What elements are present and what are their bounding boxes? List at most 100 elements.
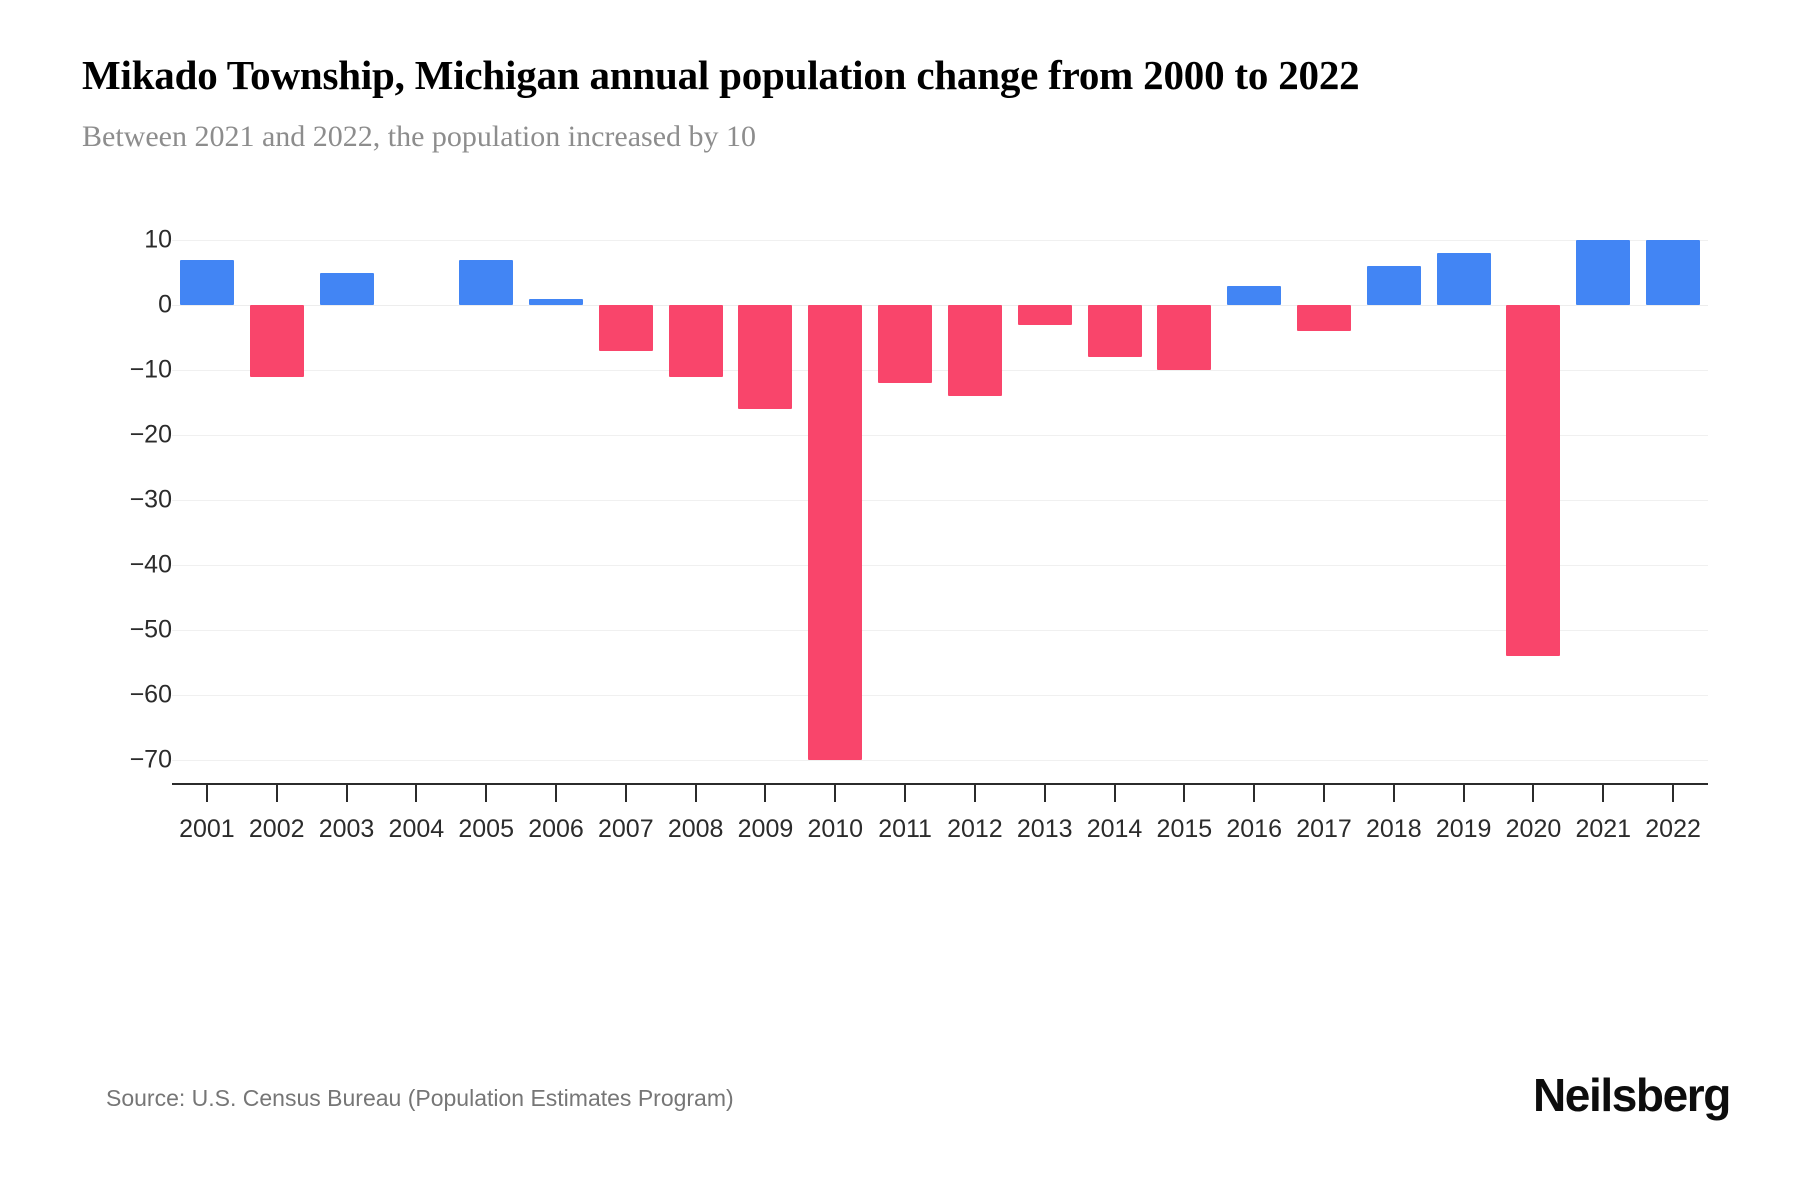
source-note: Source: U.S. Census Bureau (Population E…	[106, 1085, 734, 1111]
x-tick-mark	[555, 785, 557, 802]
x-tick-label: 2012	[947, 815, 1003, 843]
bar-slot[interactable]	[1219, 240, 1289, 760]
x-tick-mark	[973, 785, 976, 802]
x-tick-mark	[624, 785, 627, 802]
bar[interactable]	[598, 305, 653, 351]
bar-slot[interactable]	[800, 240, 870, 760]
gridline	[172, 695, 1708, 696]
bar[interactable]	[738, 305, 793, 409]
x-tick-mark	[834, 785, 837, 802]
bar-slot[interactable]	[1080, 240, 1150, 760]
x-tick-mark	[1183, 785, 1186, 802]
x-tick-label: 2020	[1505, 815, 1562, 843]
bar-slot[interactable]	[1499, 240, 1569, 760]
bar[interactable]	[947, 305, 1002, 396]
bar-slot[interactable]	[172, 240, 242, 760]
bar[interactable]	[1646, 240, 1701, 305]
bar[interactable]	[1227, 285, 1282, 305]
bar[interactable]	[179, 259, 234, 305]
x-tick-label: 2002	[248, 815, 305, 843]
gridline	[172, 500, 1708, 501]
chart-header: Mikado Township, Michigan annual populat…	[82, 52, 1762, 155]
x-tick-label: 2009	[737, 815, 794, 843]
bar-slot[interactable]	[1359, 240, 1429, 760]
bar-slot[interactable]	[1289, 240, 1359, 760]
x-tick-label: 2001	[179, 815, 235, 843]
y-tick-label: −40	[129, 550, 172, 579]
bar-slot[interactable]	[381, 240, 451, 760]
gridline	[172, 435, 1708, 436]
y-tick-label: −20	[129, 420, 172, 449]
y-tick-label: 10	[144, 225, 172, 254]
x-tick-mark	[694, 785, 697, 802]
bar-slot[interactable]	[451, 240, 521, 760]
x-tick-label: 2021	[1575, 815, 1632, 843]
x-tick-mark	[1462, 785, 1465, 802]
bar-slot[interactable]	[870, 240, 940, 760]
bar-slot[interactable]	[521, 240, 591, 760]
bar-slot[interactable]	[242, 240, 312, 760]
bar[interactable]	[878, 305, 933, 383]
y-tick-label: −30	[129, 485, 172, 514]
bar-series	[172, 240, 1708, 760]
gridline	[172, 630, 1708, 631]
bar[interactable]	[808, 305, 863, 760]
gridline	[172, 305, 1708, 306]
x-tick-label: 2014	[1086, 815, 1143, 843]
bar[interactable]	[319, 272, 374, 305]
x-axis-ticks	[172, 785, 1708, 805]
bar-slot[interactable]	[1149, 240, 1219, 760]
x-tick-label: 2003	[318, 815, 375, 843]
y-axis: 10 0 −10 −20 −30 −40 −50 −60 −70	[0, 226, 172, 774]
gridline	[172, 760, 1708, 761]
bar-slot[interactable]	[731, 240, 801, 760]
x-tick-mark	[1532, 785, 1535, 802]
bar-slot[interactable]	[1010, 240, 1080, 760]
bar-slot[interactable]	[1638, 240, 1708, 760]
bar[interactable]	[249, 305, 304, 377]
x-tick-mark	[205, 785, 208, 802]
bar[interactable]	[1366, 266, 1421, 305]
bar[interactable]	[1087, 305, 1142, 357]
bar[interactable]	[668, 305, 723, 377]
bar-slot[interactable]	[1429, 240, 1499, 760]
x-tick-label: 2018	[1366, 815, 1422, 843]
bar-slot[interactable]	[661, 240, 731, 760]
bar-slot[interactable]	[591, 240, 661, 760]
gridline	[172, 565, 1708, 566]
bar-slot[interactable]	[940, 240, 1010, 760]
x-tick-label: 2004	[388, 815, 445, 843]
page-title: Mikado Township, Michigan annual populat…	[82, 52, 1360, 98]
x-axis-line	[172, 783, 1708, 785]
x-tick-label: 2007	[598, 815, 654, 843]
gridline	[172, 370, 1708, 371]
x-tick-label: 2011	[878, 815, 932, 843]
plot-area: 10 0 −10 −20 −30 −40 −50 −60 −70 2001 2002 2003 200…	[0, 226, 1800, 980]
x-tick-label: 2017	[1296, 815, 1352, 843]
x-tick-mark	[415, 785, 418, 802]
x-tick-label: 2006	[528, 815, 584, 843]
bar[interactable]	[1436, 253, 1491, 305]
x-tick-mark	[904, 785, 907, 802]
x-tick-label: 2008	[667, 815, 724, 843]
x-tick-mark	[1392, 785, 1395, 802]
x-tick-mark	[1602, 785, 1605, 802]
bar-slot[interactable]	[312, 240, 382, 760]
bar[interactable]	[1506, 305, 1561, 656]
y-tick-label: 0	[158, 290, 172, 319]
bar[interactable]	[1157, 305, 1212, 370]
bar[interactable]	[1017, 305, 1072, 325]
bar[interactable]	[1296, 305, 1351, 331]
x-tick-mark	[1323, 785, 1325, 802]
y-tick-label: −50	[129, 615, 172, 644]
bar[interactable]	[459, 259, 514, 305]
x-tick-mark	[1113, 785, 1116, 802]
x-tick-label: 2022	[1645, 815, 1701, 843]
x-tick-label: 2019	[1435, 815, 1492, 843]
bar[interactable]	[528, 298, 583, 305]
y-tick-label: −60	[129, 680, 172, 709]
bar-slot[interactable]	[1568, 240, 1638, 760]
bar[interactable]	[1576, 240, 1631, 305]
x-tick-mark	[275, 785, 278, 802]
